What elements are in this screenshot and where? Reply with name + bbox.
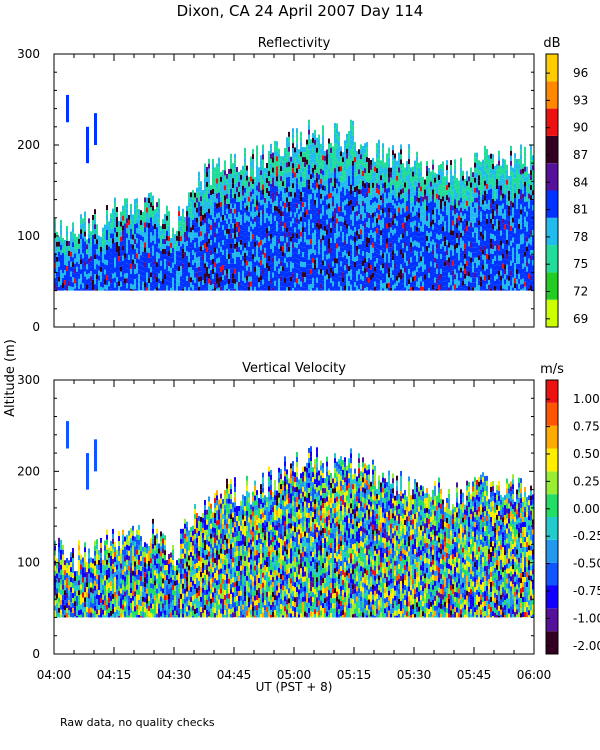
colorbar-segment [546, 517, 558, 540]
x-tick-label: 06:00 [517, 668, 552, 682]
colorbar-tick-label: 87 [573, 148, 588, 162]
colorbar-segment [546, 631, 558, 654]
y-tick-label: 100 [17, 556, 40, 570]
colorbar-segment [546, 539, 558, 563]
colorbar-tick-label: -1.00 [573, 611, 600, 625]
figure-title: Dixon, CA 24 April 2007 Day 114 [177, 2, 424, 20]
colorbar-tick-label: 81 [573, 203, 588, 217]
x-tick-label: 05:15 [337, 668, 372, 682]
colorbar-tick-label: -2.00 [573, 639, 600, 653]
colorbar-tick-label: 0.75 [573, 420, 600, 434]
colorbar-segment [546, 299, 558, 327]
y-tick-label: 0 [32, 320, 40, 334]
velocity-colorbar-unit: m/s [540, 362, 564, 377]
velocity-x-axis: 04:00 04:15 04:30 04:45 05:00 05:15 05:30 05:45… [37, 380, 552, 682]
colorbar-segment [546, 81, 558, 109]
colorbar-tick-label: 0.25 [573, 474, 600, 488]
colorbar-segment [546, 135, 558, 164]
footnote: Raw data, no quality checks [60, 716, 215, 729]
colorbar-segment [546, 608, 558, 632]
reflectivity-x-axis [53, 54, 535, 327]
x-tick-label: 04:15 [97, 668, 132, 682]
colorbar-tick-label: -0.25 [573, 529, 600, 543]
y-tick-label: 0 [32, 647, 40, 661]
colorbar-segment [546, 272, 558, 300]
colorbar-segment [546, 108, 558, 136]
y-tick-label: 200 [17, 464, 40, 478]
colorbar-tick-label: 75 [573, 257, 588, 271]
velocity-colorbar: 1.00 0.75 0.50 0.25 0.00 -0.25 -0.50 -0.75 -1.00… [545, 379, 600, 655]
x-tick-label: 05:30 [397, 668, 432, 682]
colorbar-segment [546, 585, 558, 609]
velocity-title: Vertical Velocity [242, 361, 346, 376]
velocity-plot-area [54, 421, 534, 618]
y-tick-label: 200 [17, 138, 40, 152]
velocity-y-axis: 0 100 200 300 [17, 373, 534, 661]
colorbar-tick-label: -0.50 [573, 557, 600, 571]
reflectivity-plot-area [54, 94, 534, 291]
colorbar-tick-label: 1.00 [573, 392, 600, 406]
colorbar-segment [546, 402, 558, 426]
isolated-echo [66, 421, 69, 449]
reflectivity-title: Reflectivity [258, 36, 331, 51]
colorbar-segment [546, 54, 558, 82]
colorbar-segment [546, 562, 558, 586]
isolated-echo [86, 453, 89, 490]
colorbar-tick-label: 72 [573, 285, 588, 299]
y-tick-label: 100 [17, 229, 40, 243]
reflectivity-y-axis: 0 100 200 300 [17, 47, 534, 334]
colorbar-segment [546, 190, 558, 218]
colorbar-segment [546, 471, 558, 495]
y-tick-label: 300 [17, 47, 40, 61]
x-tick-label: 04:00 [37, 668, 72, 682]
colorbar-tick-label: 78 [573, 230, 588, 244]
isolated-echo [94, 439, 97, 472]
isolated-echo [86, 126, 89, 164]
reflectivity-colorbar: 96 93 90 87 84 81 78 75 72 69 [545, 53, 588, 328]
colorbar-frame [545, 53, 559, 328]
colorbar-segment [546, 425, 558, 449]
colorbar-segment [546, 380, 558, 403]
colorbar-tick-label: -0.75 [573, 584, 600, 598]
colorbar-frame [545, 379, 559, 655]
colorbar-segment [546, 163, 558, 191]
y-tick-label: 300 [17, 373, 40, 387]
colorbar-tick-label: 96 [573, 66, 588, 80]
colorbar-tick-label: 0.00 [573, 502, 600, 516]
colorbar-tick-label: 0.50 [573, 447, 600, 461]
colorbar-segment [546, 245, 558, 273]
colorbar-tick-label: 69 [573, 312, 588, 326]
colorbar-segment [546, 494, 558, 517]
colorbar-tick-label: 84 [573, 175, 588, 189]
x-tick-label: 05:45 [457, 668, 492, 682]
reflectivity-panel: Reflectivity 0 100 200 300 dB 96 93 90 87 84 81 7… [17, 36, 588, 334]
colorbar-segment [546, 217, 558, 246]
x-tick-label: 05:00 [277, 668, 312, 682]
colorbar-segment [546, 448, 558, 472]
isolated-echo [94, 113, 97, 145]
colorbar-tick-label: 90 [573, 121, 588, 135]
x-tick-label: 04:30 [157, 668, 192, 682]
reflectivity-colorbar-unit: dB [543, 36, 560, 51]
colorbar-tick-label: 93 [573, 93, 588, 107]
x-axis-label: UT (PST + 8) [256, 680, 333, 694]
isolated-echo [66, 94, 69, 123]
x-tick-label: 04:45 [217, 668, 252, 682]
y-axis-label: Altitude (m) [3, 339, 18, 417]
